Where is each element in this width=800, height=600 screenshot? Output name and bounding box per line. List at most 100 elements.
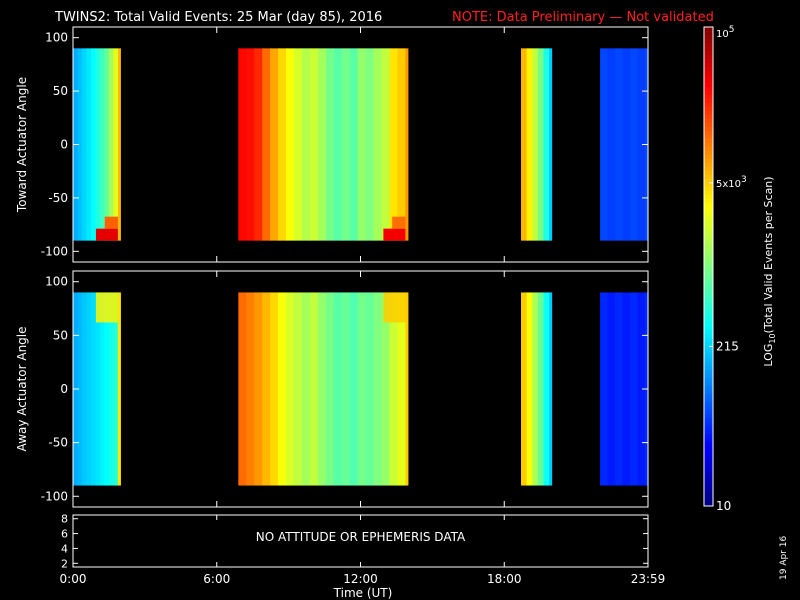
colorbar-label: LOG10(Total Valid Events per Scan): [762, 176, 777, 366]
colorbar-step-24: [704, 122, 713, 128]
y-tick-label-2-1: 6: [61, 528, 68, 541]
colorbar-step-65: [704, 286, 713, 291]
colorbar-step-98: [704, 418, 713, 423]
heatmap-edge-1-1: [405, 292, 409, 486]
heatmap-column-1-0-1: [77, 292, 83, 486]
colorbar-step-103: [704, 438, 713, 443]
heatmap-column-1-1-4: [270, 292, 279, 486]
y-tick-label-1-0: 100: [45, 275, 68, 289]
colorbar-step-86: [704, 370, 713, 375]
colorbar-step-80: [704, 346, 713, 351]
heatmap-column-1-3-0: [600, 292, 609, 486]
heatmap-column-0-0-2: [81, 48, 88, 241]
heatmap-column-1-1-11: [325, 292, 335, 486]
x-tick-label-1: 6:00: [203, 572, 230, 586]
colorbar-step-27: [704, 134, 713, 140]
colorbar-step-88: [704, 378, 713, 383]
colorbar-step-4: [704, 42, 713, 48]
colorbar-step-93: [704, 398, 713, 403]
heatmap-column-0-1-1: [246, 48, 255, 241]
colorbar-step-72: [704, 314, 713, 319]
colorbar-step-78: [704, 338, 713, 343]
colorbar-step-20: [704, 106, 713, 112]
colorbar-step-109: [704, 462, 713, 467]
colorbar-step-10: [704, 66, 713, 72]
x-tick-label-4: 23:59: [631, 572, 666, 586]
y-tick-label-2-3: 2: [61, 557, 68, 570]
colorbar-step-79: [704, 342, 713, 347]
colorbar-step-100: [704, 426, 713, 431]
colorbar-step-33: [704, 158, 713, 164]
colorbar-step-48: [704, 218, 713, 224]
colorbar-step-101: [704, 430, 713, 435]
colorbar-step-51: [704, 230, 713, 236]
heatmap-column-0-2-4: [543, 48, 550, 241]
colorbar-step-62: [704, 274, 713, 279]
colorbar-step-92: [704, 394, 713, 399]
colorbar-step-57: [704, 254, 713, 260]
heatmap-column-1-1-16: [365, 292, 375, 486]
no-data-message: NO ATTITUDE OR EPHEMERIS DATA: [256, 530, 466, 544]
heatmap-column-0-1-14: [349, 48, 359, 241]
colorbar-step-47: [704, 214, 713, 220]
colorbar-step-77: [704, 334, 713, 339]
heatmap-column-1-1-0: [238, 292, 247, 486]
colorbar: 105 5x103 215 10 LOG10(Total Valid Events pe…: [703, 25, 777, 513]
colorbar-step-99: [704, 422, 713, 427]
heatmap-column-0-1-11: [325, 48, 335, 241]
colorbar-step-58: [704, 258, 713, 264]
colorbar-step-54: [704, 242, 713, 248]
colorbar-step-9: [704, 62, 713, 68]
colorbar-tick-label-2: 215: [716, 339, 739, 353]
heatmap-column-1-0-7: [104, 292, 110, 486]
colorbar-step-0: [704, 27, 713, 32]
colorbar-step-23: [704, 118, 713, 124]
heatmap-column-0-1-8: [301, 48, 311, 241]
colorbar-step-26: [704, 130, 713, 136]
colorbar-step-52: [704, 234, 713, 240]
heatmap-column-0-1-0: [238, 48, 247, 241]
heatmap-column-0-1-7: [294, 48, 303, 241]
heatmap-column-1-0-3: [86, 292, 92, 486]
heatmap-column-1-1-5: [278, 292, 287, 486]
y-tick-label-1-3: -50: [48, 436, 68, 450]
heatmap-column-1-3-1: [607, 292, 616, 486]
heatmap-column-0-0-4: [90, 48, 97, 241]
heatmap-column-1-0-6: [99, 292, 106, 486]
colorbar-tick-label-0: 105: [716, 25, 734, 40]
colorbar-step-90: [704, 386, 713, 391]
heatmap-column-0-0-7: [104, 48, 110, 241]
colorbar-step-43: [704, 198, 713, 204]
y-tick-label-0-2: 0: [60, 138, 68, 152]
heatmap-column-1-1-6: [286, 292, 295, 486]
colorbar-step-22: [704, 114, 713, 120]
colorbar-step-30: [704, 146, 713, 152]
colorbar-step-38: [704, 178, 713, 184]
colorbar-step-15: [704, 86, 713, 92]
heatmap-edge-1-2: [549, 292, 553, 486]
y-axis-label-1: Away Actuator Angle: [15, 326, 29, 451]
heatmap-column-1-2-1: [526, 292, 533, 486]
heatmap-column-1-0-9: [113, 292, 119, 486]
y-tick-label-1-2: 0: [60, 382, 68, 396]
colorbar-step-6: [704, 50, 713, 56]
hotspot-0-0: [95, 228, 118, 241]
colorbar-step-76: [704, 330, 713, 335]
colorbar-step-96: [704, 410, 713, 415]
heatmap-column-1-1-8: [301, 292, 311, 486]
hotspot-1-1: [383, 292, 406, 323]
colorbar-step-49: [704, 222, 713, 228]
heatmap-column-0-1-19: [389, 48, 399, 241]
heatmap-column-1-1-15: [357, 292, 367, 486]
colorbar-step-89: [704, 382, 713, 387]
heatmap-column-1-1-19: [389, 292, 399, 486]
heatmap-edge-0-2: [549, 48, 553, 241]
colorbar-step-81: [704, 350, 713, 355]
colorbar-step-111: [704, 470, 713, 475]
colorbar-step-19: [704, 102, 713, 108]
heatmap-column-1-3-3: [622, 292, 631, 486]
colorbar-step-21: [704, 110, 713, 116]
colorbar-step-59: [704, 262, 713, 267]
heatmap-column-1-3-2: [615, 292, 624, 486]
heatmap-column-0-1-5: [278, 48, 287, 241]
